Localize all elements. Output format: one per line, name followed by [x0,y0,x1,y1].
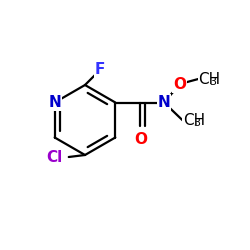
Text: CH: CH [198,72,220,86]
Text: 3: 3 [193,118,200,128]
Text: CH: CH [183,113,205,128]
Text: N: N [158,95,170,110]
Text: O: O [134,132,147,147]
Text: N: N [48,95,61,110]
Text: O: O [173,77,186,92]
Text: F: F [95,62,105,78]
Text: Cl: Cl [46,150,62,165]
Text: 3: 3 [209,77,216,87]
